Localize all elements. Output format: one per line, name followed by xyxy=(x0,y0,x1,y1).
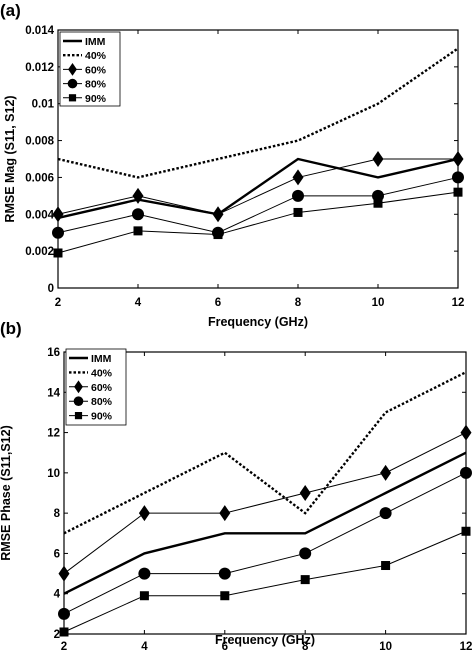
data-point-90-pct xyxy=(300,575,310,585)
data-point-60-pct xyxy=(460,424,472,441)
legend-marker-80-pct xyxy=(67,78,78,89)
x-tick-label: 12 xyxy=(460,641,473,650)
x-tick-label: 8 xyxy=(302,641,309,650)
data-point-60-pct xyxy=(212,206,224,223)
series-line-imm xyxy=(63,451,467,595)
x-tick-label: 2 xyxy=(55,297,61,309)
data-point-60-pct xyxy=(52,206,64,223)
data-point-80-pct xyxy=(379,507,392,520)
series-line-80-pct xyxy=(57,176,459,234)
data-point-90-pct xyxy=(373,198,383,208)
data-point-90-pct xyxy=(213,230,223,240)
data-point-60-pct xyxy=(219,505,231,522)
series-line-40-pct xyxy=(63,371,467,535)
y-tick-label: 16 xyxy=(47,347,60,359)
data-point-80-pct xyxy=(52,226,64,239)
y-tick-label: 0.002 xyxy=(25,246,54,258)
legend-label: 60% xyxy=(85,64,107,76)
data-point-60-pct xyxy=(452,151,464,167)
y-tick-label: 0 xyxy=(48,283,54,295)
x-tick-label: 8 xyxy=(295,297,302,309)
data-point-60-pct xyxy=(138,505,150,522)
panel-label: (b) xyxy=(0,319,22,338)
data-point-80-pct xyxy=(452,171,464,184)
legend-marker-80-pct xyxy=(73,396,84,406)
y-tick-label: 0.008 xyxy=(25,136,54,148)
legend: IMM 40% 60% 80% 90% xyxy=(59,31,121,107)
chart-panel-a: (a) 2 4 6 8 10 12 0 0.002 0.004 0.006 0.008 0.01 0.01… xyxy=(0,1,464,329)
x-axis-title: Frequency (GHz) xyxy=(215,633,315,647)
series-line-90-pct xyxy=(57,191,459,254)
legend-label: 90% xyxy=(91,411,113,423)
legend-marker-60-pct xyxy=(68,63,77,76)
data-point-90-pct xyxy=(461,526,471,536)
panel-label: (a) xyxy=(0,1,21,20)
data-point-80-pct xyxy=(460,466,472,479)
series-line-60-pct xyxy=(57,158,458,215)
legend-marker-90-pct xyxy=(74,412,83,420)
legend-marker-90-pct xyxy=(68,94,77,102)
y-axis-title: RMSE Mag (S11, S12) xyxy=(3,95,17,222)
y-tick-label: 2 xyxy=(54,629,60,641)
y-tick-label: 6 xyxy=(54,548,60,560)
y-tick-label: 10 xyxy=(47,468,60,480)
y-tick-label: 0.004 xyxy=(25,209,54,221)
plot-frame xyxy=(63,351,467,635)
x-tick-label: 12 xyxy=(452,297,465,309)
y-tick-label: 14 xyxy=(47,387,60,399)
y-tick-label: 0.01 xyxy=(32,99,55,111)
x-tick-label: 10 xyxy=(372,297,385,309)
data-point-90-pct xyxy=(293,207,303,217)
data-point-60-pct xyxy=(380,464,392,481)
data-point-90-pct xyxy=(59,627,69,637)
data-point-60-pct xyxy=(299,485,311,501)
y-tick-label: 0.012 xyxy=(25,62,54,74)
x-axis-title: Frequency (GHz) xyxy=(208,315,308,329)
data-point-80-pct xyxy=(138,567,151,580)
data-point-80-pct xyxy=(218,567,231,580)
data-point-80-pct xyxy=(299,547,312,560)
legend-label: 60% xyxy=(91,382,113,394)
legend-label: 90% xyxy=(85,93,107,105)
data-point-90-pct xyxy=(53,248,63,258)
legend-label: IMM xyxy=(85,36,106,48)
data-point-90-pct xyxy=(133,226,143,236)
y-tick-label: 4 xyxy=(54,589,61,601)
legend-label: 80% xyxy=(85,79,107,91)
x-tick-label: 2 xyxy=(61,641,67,650)
legend: IMM 40% 60% 80% 90% xyxy=(65,348,127,426)
data-point-60-pct xyxy=(372,151,384,167)
data-point-90-pct xyxy=(453,187,463,197)
legend-label: IMM xyxy=(91,353,112,365)
series-line-imm xyxy=(57,157,459,220)
y-tick-label: 0.014 xyxy=(25,25,54,37)
data-point-90-pct xyxy=(381,561,391,571)
legend-label: 40% xyxy=(91,367,113,379)
series-line-60-pct xyxy=(63,432,467,574)
x-tick-label: 4 xyxy=(135,297,142,309)
series-line-40-pct xyxy=(57,47,459,179)
x-tick-label: 6 xyxy=(215,297,221,309)
data-point-80-pct xyxy=(292,189,304,202)
chart-panel-b: (b) 2 4 6 8 10 12 2 4 6 8 10 12 14 16 Frequency (GHz) RM… xyxy=(0,319,472,650)
x-tick-label: 10 xyxy=(379,641,392,650)
data-point-80-pct xyxy=(132,208,144,221)
data-point-80-pct xyxy=(58,607,70,620)
x-tick-label: 4 xyxy=(141,641,148,650)
y-tick-label: 12 xyxy=(47,428,60,440)
data-point-60-pct xyxy=(292,169,304,186)
y-tick-label: 0.006 xyxy=(25,172,54,184)
data-point-90-pct xyxy=(139,591,149,601)
series-line-90-pct xyxy=(63,530,467,633)
data-point-90-pct xyxy=(220,591,230,601)
series-line-80-pct xyxy=(63,472,467,615)
legend-label: 40% xyxy=(85,50,107,62)
legend-label: 80% xyxy=(91,396,113,408)
x-tick-label: 6 xyxy=(222,641,228,650)
y-axis-title: RMSE Phase (S11,S12) xyxy=(0,425,13,560)
y-tick-label: 8 xyxy=(54,508,61,520)
data-point-60-pct xyxy=(132,187,144,204)
data-point-60-pct xyxy=(58,565,70,582)
